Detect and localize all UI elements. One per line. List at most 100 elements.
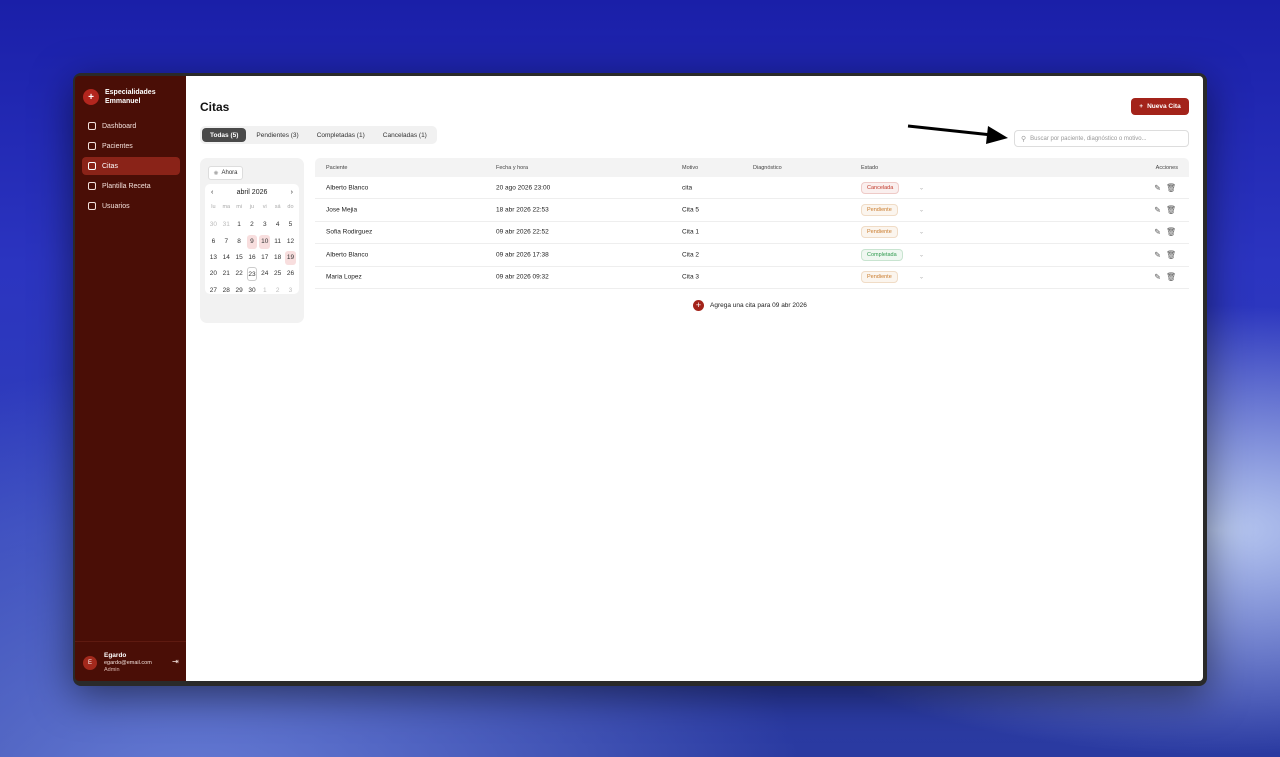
user-name: Egardo [104,652,127,659]
users-icon [88,142,96,150]
plus-icon: + [1139,103,1144,110]
tab-pendientes[interactable]: Pendientes (3) [256,131,299,139]
column-header: Acciones [1155,164,1178,171]
add-appointment-link[interactable]: + Agrega una cita para 09 abr 2026 [693,300,807,311]
calendar-day[interactable]: 30 [209,221,218,229]
calendar-day[interactable]: 31 [222,221,230,229]
cell-paciente: Alberto Blanco [326,251,369,259]
edit-icon[interactable]: ✎ [1154,250,1161,260]
filter-tabs: Todas (5) Pendientes (3) Completadas (1) Ca… [200,126,437,144]
edit-icon[interactable]: ✎ [1154,227,1161,237]
calendar-day[interactable]: 7 [224,237,229,245]
table-row[interactable]: Alberto Blanco 09 abr 2026 17:38 Cita 2 Com… [315,244,1189,267]
calendar-day[interactable]: 28 [222,286,230,294]
weekday-label: sá [274,204,281,211]
calendar-day[interactable]: 6 [211,237,216,245]
calendar-day[interactable]: 18 [274,254,282,262]
sidebar-item-plantilla-receta[interactable]: Plantilla Receta [82,177,180,195]
file-icon [88,182,96,190]
trash-icon[interactable]: 🗑︎ [1165,250,1176,260]
calendar-day[interactable]: 5 [288,221,293,229]
status-badge: Pendiente [861,271,898,284]
calendar-day[interactable]: 17 [261,254,269,262]
calendar-day[interactable]: 21 [222,270,230,278]
calendar-day[interactable]: 12 [286,237,295,245]
user-role: Admin [104,667,120,673]
user-panel: E Egardo egardo@email.com Admin ⇥ [75,641,186,681]
sidebar-item-dashboard[interactable]: Dashboard [82,117,180,135]
sidebar-item-citas[interactable]: Citas [82,157,180,175]
calendar-day[interactable]: 23 [246,267,258,282]
chevron-down-icon[interactable]: ⌄ [919,274,925,281]
calendar-day[interactable]: 20 [209,270,218,278]
calendar-card: ✺ Ahora ‹ abril 2026 › lu ma mi ju vi sá do 30 31… [200,158,304,323]
calendar-day[interactable]: 8 [237,237,241,245]
cell-paciente: Jose Mejia [326,206,358,214]
prev-month-button[interactable]: ‹ [211,189,214,196]
plus-circle-icon: + [693,300,704,311]
table-row[interactable]: Sofia Rodirguez 09 abr 2026 22:52 Cita 1 Pe… [315,222,1189,245]
sidebar-item-usuarios[interactable]: Usuarios [82,197,180,215]
status-badge: Cancelada [861,181,900,194]
status-badge: Pendiente [861,226,898,239]
search-input[interactable]: ⚲ Buscar por paciente, diagnóstico o mot… [1014,130,1189,147]
weekday-label: vi [262,204,267,211]
calendar-day[interactable]: 2 [250,221,254,229]
search-icon: ⚲ [1021,135,1027,143]
trash-icon[interactable]: 🗑︎ [1165,183,1176,193]
user-email: egardo@email.com [104,660,152,666]
calendar-day[interactable]: 25 [274,270,282,278]
calendar-day[interactable]: 24 [261,270,269,278]
cell-paciente: Maria Lopez [326,273,362,281]
calendar-day[interactable]: 26 [286,270,295,278]
table-row[interactable]: Alberto Blanco 20 ago 2026 23:00 cita Cance… [315,177,1189,200]
sidebar-item-pacientes[interactable]: Pacientes [82,137,180,155]
logout-icon[interactable]: ⇥ [172,657,179,666]
next-month-button[interactable]: › [290,189,293,196]
edit-icon[interactable]: ✎ [1154,205,1161,215]
cell-motivo: Cita 3 [682,273,699,281]
calendar-day[interactable]: 1 [237,221,241,229]
calendar-day[interactable]: 10 [259,234,271,249]
calendar-day[interactable]: 4 [275,221,280,229]
new-appointment-button[interactable]: + Nueva Cita [1131,98,1189,115]
calendar-day[interactable]: 11 [274,237,282,245]
weekday-label: mi [236,204,243,211]
calendar-day[interactable]: 27 [209,286,218,294]
table-row[interactable]: Maria Lopez 09 abr 2026 09:32 Cita 3 Pendie… [315,267,1189,289]
chevron-down-icon[interactable]: ⌄ [919,252,925,259]
sidebar: + Especialidades Emmanuel Dashboard Pacie… [75,76,186,681]
cell-paciente: Alberto Blanco [326,184,369,192]
chevron-down-icon[interactable]: ⌄ [919,229,925,236]
calendar-day[interactable]: 15 [235,254,243,262]
edit-icon[interactable]: ✎ [1154,272,1161,282]
calendar-day[interactable]: 9 [246,234,258,249]
calendar-day[interactable]: 14 [222,254,230,262]
trash-icon[interactable]: 🗑︎ [1165,272,1176,282]
calendar-day[interactable]: 3 [288,286,293,294]
calendar-day[interactable]: 19 [285,251,296,266]
cell-fecha: 20 ago 2026 23:00 [496,184,551,192]
edit-icon[interactable]: ✎ [1154,183,1161,193]
calendar-day[interactable]: 22 [235,270,243,278]
trash-icon[interactable]: 🗑︎ [1165,227,1176,237]
trash-icon[interactable]: 🗑︎ [1165,205,1176,215]
status-badge: Pendiente [861,204,898,217]
calendar-day[interactable]: 29 [235,286,243,294]
column-header: Diagnóstico [753,164,782,171]
tab-canceladas[interactable]: Canceladas (1) [382,131,427,139]
cell-motivo: Cita 2 [682,251,699,259]
now-button[interactable]: ✺ Ahora [208,166,243,180]
tab-completadas[interactable]: Completadas (1) [316,131,365,139]
table-row[interactable]: Jose Mejia 18 abr 2026 22:53 Cita 5 Pendien… [315,199,1189,222]
chevron-down-icon[interactable]: ⌄ [919,185,925,192]
tab-todas[interactable]: Todas (5) [202,128,247,142]
calendar-day[interactable]: 3 [262,221,267,229]
calendar-day[interactable]: 2 [275,286,280,294]
calendar-day[interactable]: 30 [248,286,256,294]
calendar-day[interactable]: 13 [209,254,218,262]
calendar-day[interactable]: 1 [262,286,267,294]
calendar-day[interactable]: 16 [248,254,256,262]
status-badge: Completada [861,248,903,261]
chevron-down-icon[interactable]: ⌄ [919,207,925,214]
